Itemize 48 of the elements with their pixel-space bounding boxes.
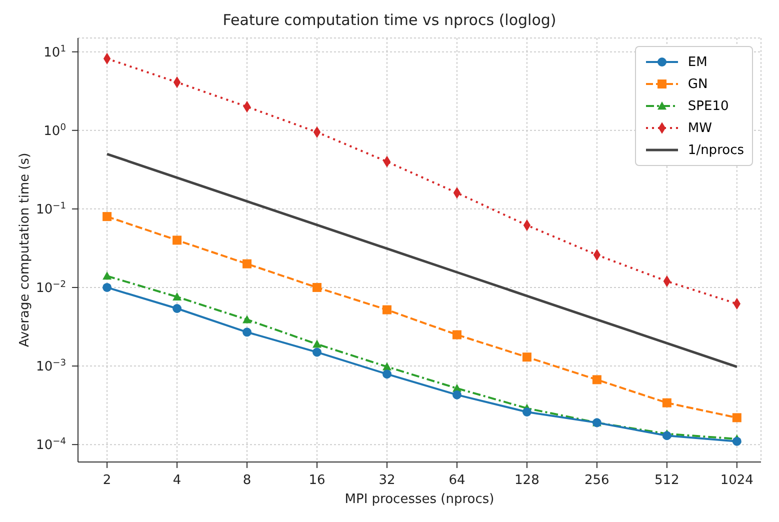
point xyxy=(242,315,252,324)
x-tick-label: 512 xyxy=(654,473,680,488)
x-tick-label: 16 xyxy=(308,473,326,488)
point xyxy=(242,328,252,337)
point xyxy=(522,352,532,362)
x-tick-label: 1024 xyxy=(720,473,754,488)
point xyxy=(172,304,182,313)
point xyxy=(102,212,112,222)
x-tick-label: 256 xyxy=(584,473,610,488)
point xyxy=(662,398,672,408)
point xyxy=(732,413,742,422)
y-tick-label: 10$^{0}$ xyxy=(44,122,66,139)
y-tick-label: 10$^{−1}$ xyxy=(36,201,66,218)
point xyxy=(592,375,602,384)
point xyxy=(172,292,182,300)
point xyxy=(312,348,322,357)
point xyxy=(452,390,462,400)
point xyxy=(732,436,742,446)
legend-label: MW xyxy=(688,120,712,136)
point xyxy=(102,272,112,280)
y-tick-label: 10$^{−2}$ xyxy=(36,280,66,296)
point xyxy=(662,431,672,440)
legend-label: EM xyxy=(688,54,708,70)
y-tick-label: 10$^{1}$ xyxy=(44,44,66,60)
point xyxy=(382,370,392,379)
x-tick-label: 2 xyxy=(102,473,112,488)
point xyxy=(382,362,392,370)
point xyxy=(172,236,182,245)
x-axis-title: MPI processes (nprocs) xyxy=(344,492,494,508)
legend-label: GN xyxy=(688,76,708,92)
point xyxy=(242,259,252,268)
point xyxy=(102,282,112,292)
x-tick-label: 8 xyxy=(242,473,252,488)
y-tick-label: 10$^{−4}$ xyxy=(36,437,66,454)
legend-label: 1/nprocs xyxy=(688,142,744,158)
legend-label: SPE10 xyxy=(688,98,729,114)
point xyxy=(522,407,532,416)
x-tick-label: 128 xyxy=(514,473,540,488)
point xyxy=(312,340,322,348)
y-tick-label: 10$^{−3}$ xyxy=(36,358,66,375)
point xyxy=(312,282,322,292)
y-axis-title: Average computation time (s) xyxy=(18,152,33,348)
point xyxy=(452,330,462,340)
x-tick-label: 64 xyxy=(448,473,466,488)
x-tick-label: 32 xyxy=(378,473,396,488)
point xyxy=(382,305,392,314)
chart-title: Feature computation time vs nprocs (loglog) xyxy=(222,10,558,31)
x-tick-label: 4 xyxy=(172,473,182,488)
